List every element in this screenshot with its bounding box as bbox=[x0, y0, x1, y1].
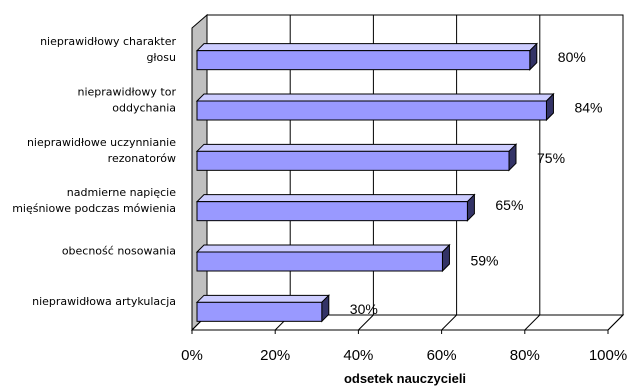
bar-top bbox=[195, 143, 518, 152]
x-tick-label: 20% bbox=[260, 347, 290, 364]
x-axis-title: odsetek nauczycieli bbox=[344, 371, 466, 386]
bar-top bbox=[195, 93, 555, 102]
data-labels: 80% 84% 75% 65% 59% 30% bbox=[350, 49, 603, 317]
data-label: 80% bbox=[558, 49, 586, 65]
x-tick-label: 60% bbox=[427, 347, 457, 364]
x-tick-label: 80% bbox=[510, 347, 540, 364]
floor-gridline bbox=[524, 314, 541, 331]
bar bbox=[195, 42, 539, 71]
bar-top bbox=[195, 294, 331, 303]
floor-gridline bbox=[607, 314, 624, 331]
floor-gridline bbox=[358, 314, 374, 331]
bars bbox=[195, 42, 555, 323]
category-label: mięśniowe podczas mówienia bbox=[12, 202, 176, 215]
bar-front bbox=[196, 150, 510, 171]
bar-top bbox=[195, 43, 539, 52]
data-label: 30% bbox=[350, 301, 378, 317]
bar bbox=[195, 92, 555, 122]
bar-top bbox=[195, 244, 451, 253]
bar-top bbox=[195, 194, 476, 203]
data-label: 75% bbox=[537, 150, 565, 166]
category-label: nieprawidłowa artykulacja bbox=[32, 295, 176, 308]
category-label: nieprawidłowy charakter bbox=[40, 35, 176, 48]
category-label: nieprawidłowe uczynnianie bbox=[27, 136, 176, 149]
category-labels: nieprawidłowy charakter głosu nieprawidłow… bbox=[12, 35, 176, 308]
data-label: 59% bbox=[470, 253, 498, 269]
category-label: oddychania bbox=[112, 102, 176, 115]
bar bbox=[195, 143, 518, 172]
x-tick-label: 100% bbox=[589, 347, 627, 364]
category-label: nieprawidłowy tor bbox=[77, 86, 176, 99]
bar bbox=[195, 193, 476, 222]
data-label: 84% bbox=[574, 100, 602, 116]
x-tick-label: 0% bbox=[181, 347, 203, 364]
bar-front bbox=[196, 201, 468, 222]
bar-front bbox=[196, 100, 547, 121]
data-label: 65% bbox=[495, 197, 523, 213]
bar-front bbox=[196, 301, 323, 322]
x-tick-labels: 0% 20% 40% 60% 80% 100% bbox=[181, 347, 627, 364]
x-tick-label: 40% bbox=[343, 347, 373, 364]
category-label: głosu bbox=[146, 51, 176, 64]
category-label: obecność nosowania bbox=[62, 245, 176, 258]
category-label: rezonatorów bbox=[108, 152, 176, 165]
bar bbox=[195, 243, 451, 273]
bar bbox=[195, 294, 331, 323]
bar-front bbox=[196, 50, 531, 71]
bar-front bbox=[196, 251, 443, 272]
floor-gridline bbox=[441, 314, 457, 331]
category-label: nadmierne napięcie bbox=[67, 186, 176, 199]
